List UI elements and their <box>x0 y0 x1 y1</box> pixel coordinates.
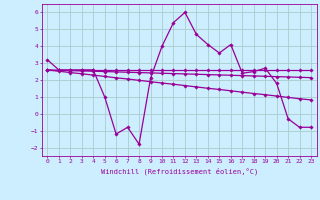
X-axis label: Windchill (Refroidissement éolien,°C): Windchill (Refroidissement éolien,°C) <box>100 167 258 175</box>
